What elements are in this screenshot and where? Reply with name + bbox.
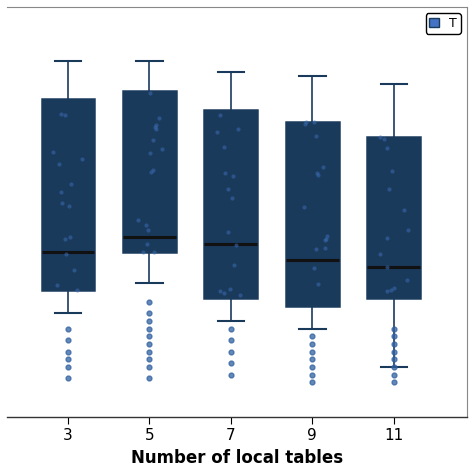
Point xyxy=(384,264,392,271)
Point xyxy=(390,284,398,292)
Point xyxy=(224,185,231,192)
Point xyxy=(236,292,244,299)
Point xyxy=(149,136,157,144)
Point xyxy=(232,241,239,248)
Point xyxy=(376,133,384,141)
Point xyxy=(314,280,322,288)
Point xyxy=(319,163,327,171)
Point xyxy=(228,194,236,201)
Point xyxy=(302,118,310,126)
Point xyxy=(321,237,328,244)
Legend: T: T xyxy=(426,13,461,34)
Point xyxy=(67,180,74,188)
PathPatch shape xyxy=(286,122,339,306)
Point xyxy=(383,144,391,151)
Point xyxy=(146,90,154,97)
Point xyxy=(229,173,237,180)
Point xyxy=(49,148,57,156)
X-axis label: Number of local tables: Number of local tables xyxy=(131,449,343,467)
Point xyxy=(70,266,78,274)
Point xyxy=(66,233,73,240)
Point xyxy=(150,248,158,256)
Point xyxy=(147,169,155,176)
Point xyxy=(312,245,320,253)
Point xyxy=(383,287,391,295)
Point xyxy=(58,199,66,207)
Point xyxy=(62,111,69,118)
Point xyxy=(55,160,63,168)
Point xyxy=(61,236,68,243)
Point xyxy=(323,232,331,239)
Point xyxy=(385,185,392,192)
Point xyxy=(310,264,318,271)
PathPatch shape xyxy=(204,110,257,298)
Point xyxy=(57,188,64,196)
Point xyxy=(383,234,391,241)
Point xyxy=(57,110,65,118)
Point xyxy=(63,250,70,257)
Point xyxy=(153,121,160,129)
Point xyxy=(400,206,408,214)
PathPatch shape xyxy=(42,99,94,290)
Point xyxy=(73,286,81,293)
Point xyxy=(152,125,160,133)
Point xyxy=(301,120,308,128)
Point xyxy=(230,261,237,269)
Point xyxy=(310,118,318,126)
Point xyxy=(381,135,388,143)
Point xyxy=(216,287,224,295)
Point xyxy=(142,221,149,228)
Point xyxy=(388,167,396,175)
PathPatch shape xyxy=(123,91,176,252)
Point xyxy=(313,169,320,176)
Point xyxy=(213,128,221,136)
Point xyxy=(321,244,328,252)
Point xyxy=(146,149,154,156)
Point xyxy=(221,169,228,176)
Point xyxy=(221,289,228,297)
PathPatch shape xyxy=(367,137,420,298)
Point xyxy=(216,111,224,119)
Point xyxy=(405,226,412,233)
Point xyxy=(54,282,61,289)
Point xyxy=(144,226,152,234)
Point xyxy=(220,143,228,151)
Point xyxy=(404,276,411,283)
Point xyxy=(159,145,166,153)
Point xyxy=(234,125,241,133)
Point xyxy=(314,171,321,178)
Point xyxy=(227,286,234,293)
Point xyxy=(65,202,73,210)
Point xyxy=(312,132,319,139)
Point xyxy=(155,114,163,121)
Point xyxy=(322,236,330,243)
Point xyxy=(387,286,395,294)
Point xyxy=(149,166,156,174)
Point xyxy=(139,248,147,256)
Point xyxy=(225,228,232,236)
Point xyxy=(151,123,159,130)
Point xyxy=(78,155,85,162)
Point xyxy=(376,250,383,258)
Point xyxy=(144,240,151,248)
Point xyxy=(300,203,308,210)
Point xyxy=(135,216,142,224)
